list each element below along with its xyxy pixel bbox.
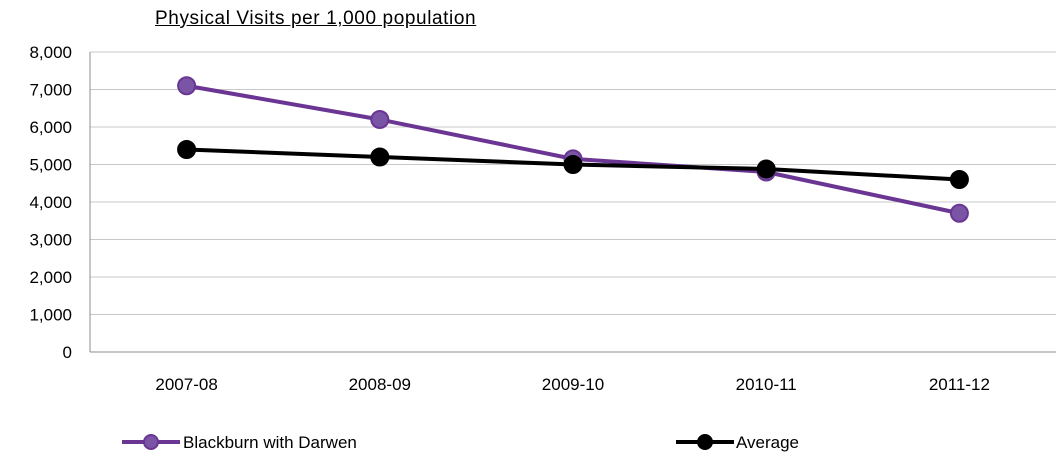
- data-point: [370, 110, 390, 129]
- x-tick-label: 2011-12: [929, 375, 990, 394]
- data-point: [949, 203, 969, 223]
- series-1: [177, 140, 969, 189]
- legend-label: Average: [736, 433, 799, 452]
- legend-item: Blackburn with Darwen: [122, 433, 357, 452]
- y-tick-label: 3,000: [29, 231, 72, 250]
- legend: Blackburn with Darwen Average: [122, 433, 799, 452]
- y-tick-label: 8,000: [29, 43, 72, 62]
- axes: [89, 52, 1056, 353]
- y-axis-ticks: 0 1,000 2,000 3,000 4,000 5,000 6,000 7,000 8,00…: [29, 43, 72, 362]
- series-0: [177, 76, 969, 223]
- y-tick-label: 0: [63, 343, 72, 362]
- x-axis-ticks: 2007-08 2008-09 2009-10 2010-11 2011-12: [155, 375, 990, 394]
- data-point: [370, 147, 390, 167]
- legend-marker: [143, 434, 159, 450]
- data-point: [756, 159, 776, 179]
- y-tick-label: 4,000: [29, 193, 72, 212]
- legend-marker: [697, 434, 713, 450]
- x-tick-label: 2007-08: [155, 375, 217, 394]
- y-tick-label: 2,000: [29, 268, 72, 287]
- data-point: [949, 170, 969, 189]
- gridlines: [90, 51, 1056, 315]
- legend-label: Blackburn with Darwen: [183, 433, 357, 452]
- data-point: [177, 140, 197, 159]
- y-tick-label: 6,000: [29, 118, 72, 137]
- legend-item: Average: [676, 433, 799, 452]
- series-layer: [177, 76, 969, 223]
- data-point: [563, 155, 583, 174]
- chart-title: Physical Visits per 1,000 population: [155, 8, 477, 29]
- y-tick-label: 7,000: [29, 81, 72, 100]
- x-tick-label: 2008-09: [349, 375, 411, 394]
- y-tick-label: 1,000: [29, 306, 72, 325]
- x-tick-label: 2009-10: [542, 375, 604, 394]
- y-tick-label: 5,000: [29, 156, 72, 175]
- data-point: [177, 76, 197, 96]
- x-tick-label: 2010-11: [736, 375, 797, 394]
